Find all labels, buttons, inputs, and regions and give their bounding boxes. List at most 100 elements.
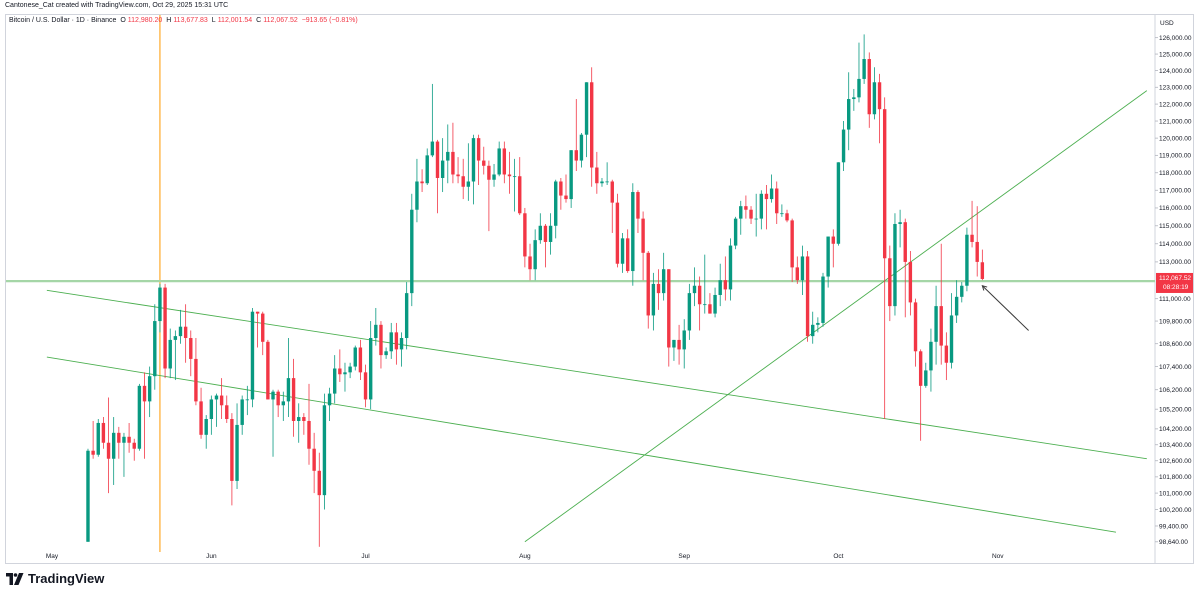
candle[interactable]: [816, 317, 820, 333]
candle[interactable]: [590, 67, 594, 187]
candle[interactable]: [646, 251, 650, 329]
candle[interactable]: [487, 160, 491, 232]
candle[interactable]: [980, 249, 985, 281]
candle[interactable]: [677, 324, 681, 365]
trendline-3[interactable]: [524, 90, 1148, 543]
candle[interactable]: [872, 67, 877, 120]
candle[interactable]: [739, 200, 743, 235]
candle[interactable]: [322, 393, 327, 510]
candle[interactable]: [379, 321, 383, 369]
candle[interactable]: [235, 403, 239, 490]
candle[interactable]: [548, 213, 553, 255]
candle[interactable]: [543, 223, 548, 268]
candle[interactable]: [255, 311, 260, 348]
candle[interactable]: [831, 229, 835, 268]
candle[interactable]: [466, 143, 471, 201]
candle[interactable]: [209, 395, 214, 435]
candle[interactable]: [389, 322, 393, 359]
candle[interactable]: [554, 179, 558, 239]
candle[interactable]: [939, 243, 943, 365]
candle[interactable]: [847, 72, 851, 151]
candle[interactable]: [651, 272, 656, 331]
candle[interactable]: [456, 157, 460, 184]
candle[interactable]: [404, 282, 409, 350]
candle[interactable]: [970, 200, 974, 248]
candle[interactable]: [353, 345, 357, 371]
candle[interactable]: [261, 311, 265, 356]
candle[interactable]: [960, 282, 964, 303]
candle[interactable]: [764, 184, 769, 230]
candle[interactable]: [790, 218, 794, 283]
candle[interactable]: [374, 307, 378, 346]
candle[interactable]: [435, 139, 440, 214]
candle[interactable]: [132, 438, 136, 461]
candle[interactable]: [538, 213, 542, 244]
candle[interactable]: [117, 426, 121, 459]
candle[interactable]: [625, 229, 630, 273]
candle[interactable]: [641, 211, 645, 281]
annotation-arrow[interactable]: [981, 285, 1029, 331]
candle[interactable]: [399, 332, 404, 367]
candle[interactable]: [497, 141, 501, 177]
candle[interactable]: [954, 280, 959, 323]
candle[interactable]: [533, 229, 537, 281]
candle[interactable]: [147, 366, 152, 418]
candle[interactable]: [780, 204, 784, 217]
candle[interactable]: [723, 256, 728, 301]
candle[interactable]: [153, 304, 157, 390]
candle[interactable]: [420, 169, 424, 193]
candle[interactable]: [461, 158, 465, 200]
candle[interactable]: [836, 162, 841, 246]
candle[interactable]: [893, 213, 897, 316]
candle[interactable]: [867, 52, 871, 128]
candle[interactable]: [127, 422, 131, 453]
candle[interactable]: [877, 73, 882, 144]
candle[interactable]: [769, 174, 774, 203]
candle[interactable]: [924, 362, 928, 388]
candle[interactable]: [882, 97, 887, 420]
candle[interactable]: [805, 251, 810, 342]
candle[interactable]: [302, 413, 306, 435]
candle[interactable]: [852, 88, 856, 111]
candle[interactable]: [230, 413, 234, 506]
candle[interactable]: [610, 179, 614, 233]
candle[interactable]: [929, 328, 933, 392]
candle[interactable]: [682, 319, 686, 369]
candle[interactable]: [708, 293, 712, 314]
candle[interactable]: [908, 251, 913, 316]
candle[interactable]: [286, 338, 291, 418]
candle[interactable]: [898, 209, 902, 248]
candle[interactable]: [718, 263, 722, 307]
candle[interactable]: [471, 134, 476, 205]
candle[interactable]: [183, 304, 188, 363]
candle[interactable]: [595, 151, 599, 194]
candle[interactable]: [199, 387, 203, 439]
candle[interactable]: [841, 121, 846, 171]
candle[interactable]: [214, 393, 219, 427]
candle[interactable]: [605, 162, 609, 185]
candle[interactable]: [142, 372, 147, 459]
candle[interactable]: [297, 403, 301, 443]
candle[interactable]: [697, 276, 702, 331]
candle[interactable]: [86, 448, 90, 542]
candle[interactable]: [918, 349, 923, 441]
candle[interactable]: [975, 206, 979, 277]
candle[interactable]: [240, 395, 244, 435]
candle[interactable]: [821, 272, 825, 327]
candle[interactable]: [785, 209, 789, 223]
candle[interactable]: [579, 132, 584, 168]
candle[interactable]: [333, 355, 337, 404]
candle[interactable]: [512, 158, 517, 212]
candle[interactable]: [744, 195, 748, 219]
candle[interactable]: [312, 432, 316, 494]
candle[interactable]: [415, 158, 419, 223]
candle[interactable]: [430, 83, 435, 158]
candle[interactable]: [518, 157, 522, 216]
candle[interactable]: [194, 338, 198, 406]
candle[interactable]: [327, 387, 332, 421]
candle[interactable]: [173, 330, 178, 381]
candle[interactable]: [276, 389, 280, 418]
candle[interactable]: [857, 42, 861, 103]
candle[interactable]: [600, 177, 604, 187]
candle[interactable]: [358, 339, 363, 381]
